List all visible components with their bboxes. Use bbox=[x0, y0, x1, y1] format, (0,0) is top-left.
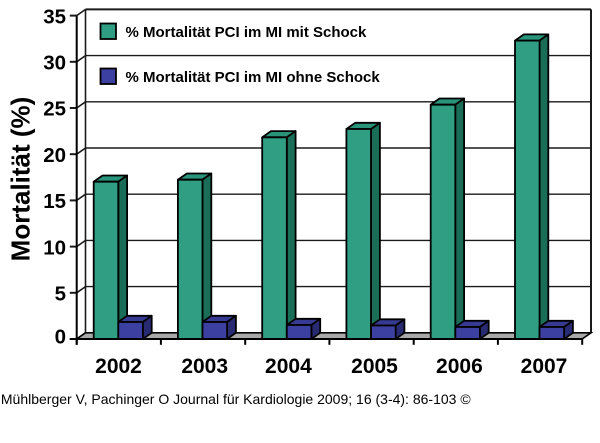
svg-text:Mortalität (%): Mortalität (%) bbox=[6, 97, 36, 262]
svg-text:2007: 2007 bbox=[521, 355, 568, 378]
svg-text:25: 25 bbox=[43, 98, 66, 121]
svg-text:2004: 2004 bbox=[265, 355, 312, 378]
svg-text:% Mortalität PCI im MI mit Sch: % Mortalität PCI im MI mit Schock bbox=[126, 24, 368, 41]
svg-text:Mühlberger V, Pachinger O Jour: Mühlberger V, Pachinger O Journal für Ka… bbox=[1, 391, 471, 407]
svg-text:15: 15 bbox=[43, 190, 66, 213]
svg-text:20: 20 bbox=[43, 144, 66, 167]
svg-text:10: 10 bbox=[43, 236, 66, 259]
svg-text:% Mortalität PCI im MI ohne Sc: % Mortalität PCI im MI ohne Schock bbox=[126, 69, 381, 86]
svg-text:5: 5 bbox=[55, 283, 66, 306]
svg-text:35: 35 bbox=[43, 5, 66, 28]
svg-text:2005: 2005 bbox=[351, 355, 398, 378]
svg-text:2006: 2006 bbox=[436, 355, 483, 378]
svg-text:2002: 2002 bbox=[95, 355, 142, 378]
svg-text:2003: 2003 bbox=[181, 355, 228, 378]
svg-text:0: 0 bbox=[55, 326, 66, 349]
svg-text:30: 30 bbox=[43, 52, 66, 75]
